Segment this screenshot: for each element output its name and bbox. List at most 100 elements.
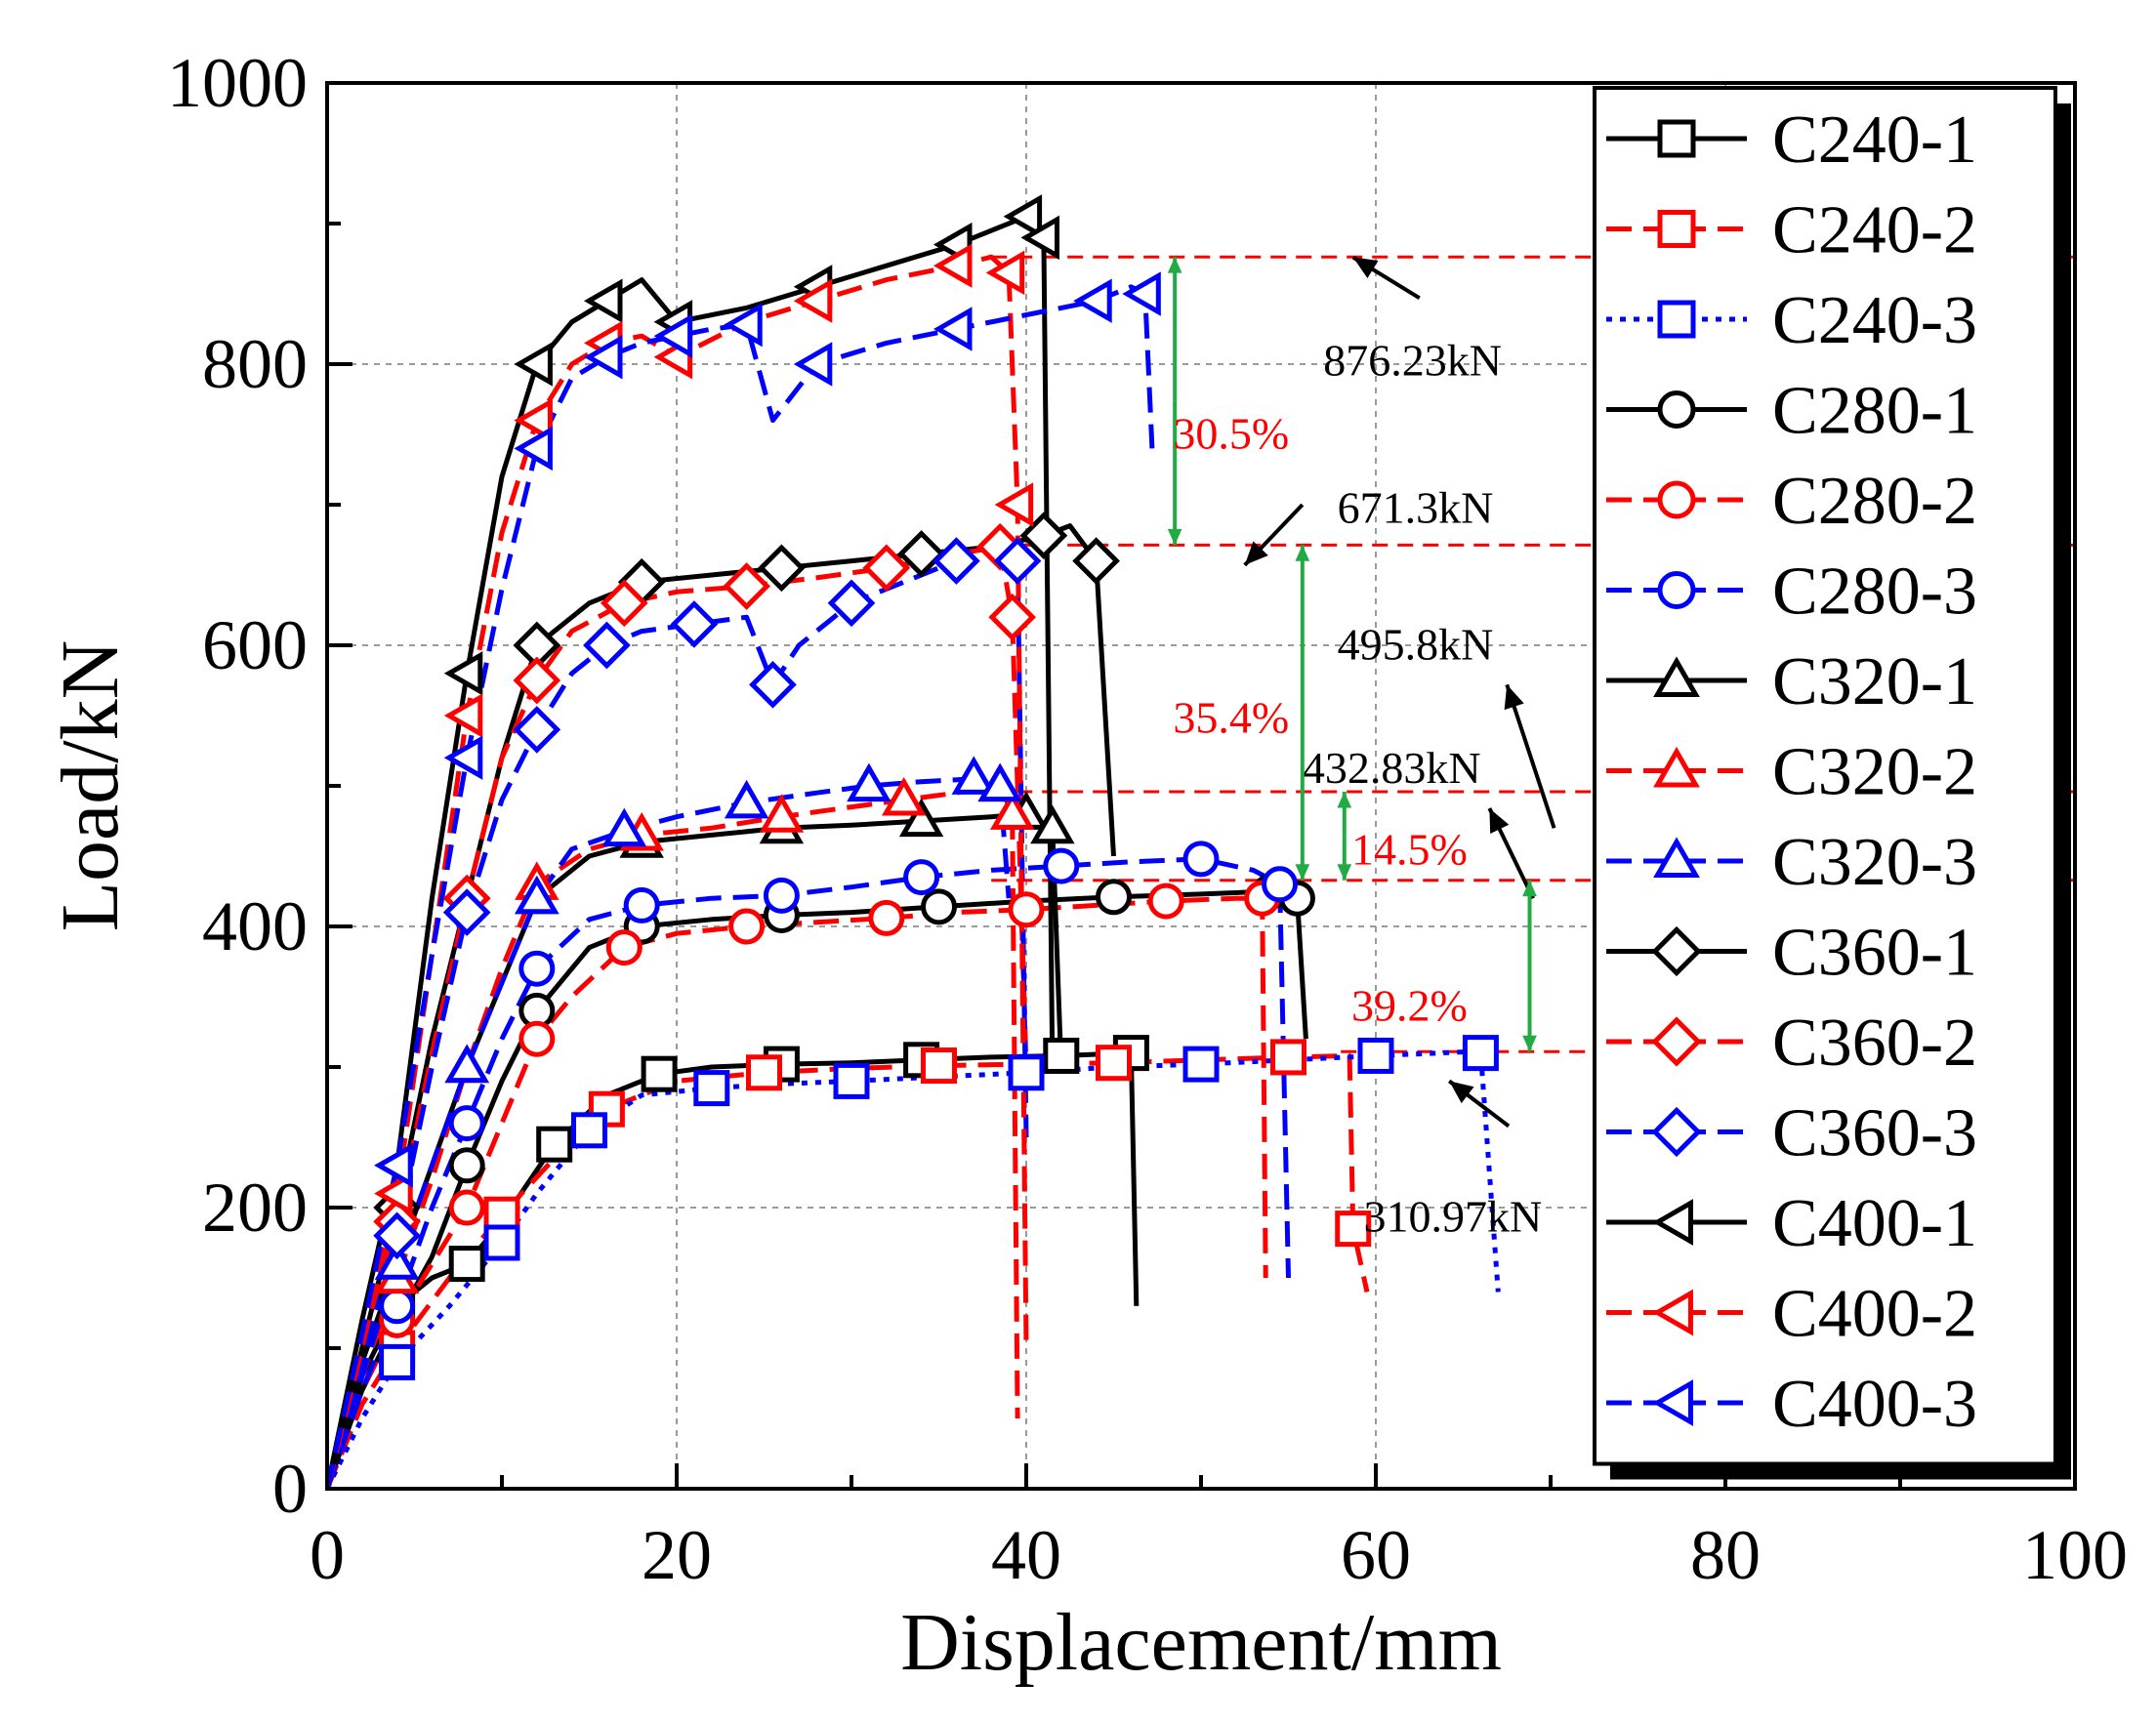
data-point-C320-3: [601, 807, 647, 847]
data-point-C280-3: [448, 1105, 485, 1142]
data-point-C360-3: [933, 537, 980, 585]
x-tick-label: 0: [310, 1516, 345, 1594]
legend-marker: [1651, 925, 1702, 977]
data-point-C240-2: [921, 1047, 957, 1085]
data-point-C400-3: [374, 1143, 413, 1188]
legend-item: C360-2: [1606, 1006, 1977, 1081]
reference-label: 310.97kN: [1363, 1191, 1542, 1241]
data-point-C240-2: [1096, 1045, 1132, 1082]
data-point-C280-3: [1262, 866, 1299, 903]
legend-marker: [1657, 571, 1696, 609]
data-point-C360-3: [670, 600, 719, 648]
ratio-arrow-down: [1295, 713, 1310, 881]
data-point-C240-3: [1357, 1037, 1394, 1074]
data-point-C320-3: [724, 779, 769, 819]
legend-marker: [1657, 119, 1696, 158]
data-point-C240-2: [1335, 1211, 1372, 1248]
data-point-C280-3: [379, 1288, 416, 1325]
legend-item: C360-3: [1606, 1096, 1977, 1171]
ratio-arrow-down-head: [1337, 864, 1352, 881]
callout-arrow: [1351, 255, 1421, 301]
data-point-C360-1: [1072, 537, 1120, 585]
data-point-C400-2: [933, 243, 973, 288]
legend-label: C280-3: [1772, 554, 1977, 630]
legend-marker: [1652, 1289, 1693, 1336]
series-markers: [373, 194, 1499, 1380]
legend-label: C280-2: [1772, 464, 1977, 539]
legend-marker: [1657, 300, 1696, 339]
ratio-arrow-up: [1337, 792, 1352, 837]
data-point-C400-2: [994, 482, 1034, 527]
reference-label: 495.8kN: [1338, 619, 1494, 669]
data-point-C400-3: [1073, 278, 1112, 323]
data-point-C400-3: [933, 307, 973, 351]
data-point-C400-3: [443, 735, 483, 780]
y-tick-label: 400: [202, 887, 308, 965]
data-point-C240-3: [1462, 1035, 1499, 1072]
legend-item: C240-3: [1606, 283, 1977, 358]
data-point-C400-1: [1020, 215, 1059, 261]
data-point-C360-1: [758, 544, 806, 593]
x-tick-label: 100: [2022, 1516, 2128, 1594]
data-point-C320-2: [989, 791, 1035, 830]
data-point-C280-2: [868, 899, 905, 936]
data-point-C360-3: [749, 660, 797, 709]
legend-marker: [1652, 1199, 1693, 1246]
x-axis-title: Displacement/mm: [900, 1597, 1502, 1688]
data-point-C360-3: [373, 1211, 421, 1260]
legend-item: C400-3: [1606, 1367, 1977, 1442]
data-point-C320-3: [847, 762, 891, 802]
legend-label: C360-3: [1772, 1096, 1977, 1171]
legend-marker: [1653, 746, 1700, 788]
data-point-C280-1: [1096, 879, 1132, 916]
callout-arrow-head: [1489, 808, 1510, 835]
callout-arrow-head: [1244, 541, 1268, 565]
ratio-arrow-down-head: [1522, 1035, 1537, 1052]
data-point-C400-1: [514, 342, 553, 387]
y-tick-label: 0: [272, 1450, 308, 1528]
data-point-C240-3: [833, 1062, 870, 1099]
data-point-C400-2: [985, 250, 1025, 296]
ratio-arrow-down-head: [1295, 864, 1310, 881]
legend-label: C320-2: [1772, 735, 1977, 810]
legend-label: C400-2: [1772, 1277, 1977, 1352]
legend-item: C360-1: [1606, 916, 1977, 991]
reference-label: 432.83kN: [1303, 743, 1481, 793]
data-point-C320-3: [951, 756, 997, 795]
series-line-C280-1: [327, 888, 1308, 1489]
legend-label: C280-1: [1772, 374, 1977, 449]
data-point-C280-3: [518, 950, 556, 987]
ratio-arrow-down-head: [1167, 528, 1182, 546]
reference-label: 671.3kN: [1338, 483, 1494, 533]
ratio-label: 14.5%: [1351, 825, 1468, 875]
data-point-C240-2: [746, 1054, 782, 1091]
callout-arrow: [1504, 683, 1556, 829]
legend-marker: [1653, 656, 1700, 697]
data-point-C240-1: [641, 1055, 678, 1092]
series-line-C360-2: [327, 544, 1029, 1489]
callout-arrow-head: [1352, 257, 1379, 279]
legend-item: C280-3: [1606, 554, 1977, 630]
data-point-C320-3: [374, 1241, 420, 1280]
data-point-C400-3: [793, 342, 833, 387]
series-line-C240-3: [327, 1048, 1501, 1489]
data-point-C240-3: [1008, 1054, 1045, 1091]
data-point-C320-3: [444, 1044, 489, 1084]
data-point-C400-3: [583, 335, 623, 380]
data-point-C320-3: [515, 875, 560, 915]
data-point-C360-2: [723, 562, 770, 610]
data-point-C280-3: [1043, 847, 1080, 884]
data-point-C320-2: [759, 794, 805, 833]
data-point-C240-1: [1043, 1037, 1080, 1074]
data-point-C360-3: [993, 537, 1042, 585]
legend-label: C240-1: [1772, 103, 1977, 178]
data-point-C240-3: [693, 1070, 730, 1107]
data-point-C360-3: [442, 888, 491, 936]
x-tick-label: 60: [1341, 1516, 1411, 1594]
legend-label: C240-3: [1772, 283, 1977, 358]
callout-arrow-head: [1449, 1081, 1474, 1104]
callout-arrow: [1243, 503, 1305, 567]
legend-label: C400-3: [1772, 1367, 1977, 1442]
